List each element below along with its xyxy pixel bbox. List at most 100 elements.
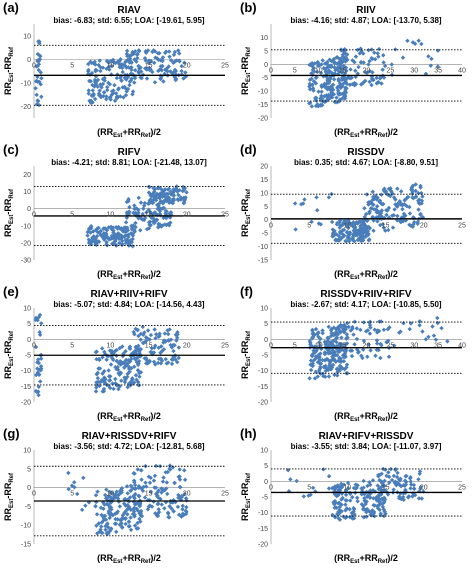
scatter-point <box>368 206 374 211</box>
scatter-point <box>104 357 109 362</box>
scatter-point <box>332 99 338 104</box>
scatter-point <box>389 62 394 67</box>
scatter-point <box>156 193 162 198</box>
scatter-point <box>370 194 376 200</box>
scatter-point <box>125 506 130 512</box>
scatter-point <box>95 229 100 235</box>
scatter-point <box>309 353 315 358</box>
scatter-point <box>39 366 44 371</box>
scatter-point <box>336 358 341 363</box>
scatter-point <box>393 479 398 484</box>
scatter-point <box>428 63 434 68</box>
scatter-point <box>175 332 180 337</box>
y-tick-label: -10 <box>258 244 268 251</box>
scatter-point <box>130 511 136 517</box>
scatter-point <box>344 229 350 235</box>
scatter-point <box>390 191 395 196</box>
scatter-point <box>352 342 357 347</box>
scatter-point <box>345 235 351 241</box>
scatter-point <box>331 56 337 62</box>
scatter-point <box>364 192 370 197</box>
scatter-point <box>376 54 381 59</box>
scatter-point <box>88 230 93 235</box>
scatter-point <box>157 208 163 214</box>
stats-text: bias: -5.07; std: 4.84; LOA: [-14.56, 4.… <box>53 300 204 309</box>
x-tick-label: 10 <box>107 62 115 69</box>
scatter-point <box>358 234 363 240</box>
scatter-point <box>92 79 98 85</box>
scatter-point <box>158 350 163 355</box>
scatter-point <box>395 186 400 191</box>
scatter-point <box>162 222 167 227</box>
scatter-point <box>354 231 359 237</box>
scatter-point <box>106 368 111 373</box>
scatter-point <box>136 333 141 339</box>
scatter-point <box>307 338 313 344</box>
scatter-point <box>163 500 169 505</box>
stats-text: bias: -6.83; std: 6.55; LOA: [-19.61, 5.… <box>53 16 204 25</box>
scatter-point <box>332 349 338 355</box>
scatter-point <box>101 94 106 99</box>
scatter-point <box>302 197 307 202</box>
scatter-point <box>358 231 363 237</box>
scatter-point <box>175 504 181 510</box>
scatter-point <box>114 358 120 364</box>
x-tick-label: 0 <box>32 62 36 69</box>
scatter-point <box>352 222 357 227</box>
scatter-point <box>292 201 298 206</box>
scatter-point <box>163 67 168 72</box>
scatter-point <box>136 358 142 364</box>
scatter-point <box>376 347 381 353</box>
scatter-point <box>114 94 120 100</box>
scatter-point <box>138 228 143 233</box>
scatter-point <box>161 475 166 480</box>
scatter-point <box>152 189 157 194</box>
scatter-point <box>179 63 184 69</box>
scatter-point <box>98 233 104 238</box>
scatter-point <box>175 330 180 335</box>
scatter-point <box>418 486 423 491</box>
scatter-point <box>169 70 174 75</box>
scatter-point <box>143 361 149 366</box>
scatter-point <box>342 322 347 328</box>
scatter-point <box>332 372 337 378</box>
scatter-point <box>165 198 171 203</box>
scatter-point <box>346 324 351 330</box>
scatter-point <box>315 331 320 336</box>
x-tick-label: 10 <box>344 484 352 491</box>
scatter-point <box>166 331 171 337</box>
scatter-point <box>307 87 313 92</box>
scatter-point <box>354 485 359 491</box>
scatter-point <box>115 493 121 498</box>
scatter-point <box>410 195 415 200</box>
scatter-point <box>86 67 91 73</box>
scatter-point <box>408 486 413 491</box>
scatter-point <box>408 475 413 480</box>
scatter-point <box>125 361 130 366</box>
y-tick-label: -20 <box>258 400 268 407</box>
y-tick-label: -10 <box>21 80 31 87</box>
scatter-point <box>172 342 177 348</box>
scatter-point <box>132 480 137 485</box>
scatter-point <box>145 48 151 53</box>
scatter-point <box>136 210 141 215</box>
scatter-point <box>184 505 189 510</box>
scatter-point <box>132 364 137 369</box>
scatter-point <box>172 353 177 359</box>
scatter-point <box>339 335 344 340</box>
scatter-point <box>373 353 378 358</box>
scatter-point <box>312 376 318 381</box>
scatter-point <box>106 225 111 230</box>
panel-label: (e) <box>3 284 19 299</box>
scatter-point <box>376 472 381 478</box>
scatter-point <box>341 482 347 487</box>
scatter-point <box>328 76 333 81</box>
scatter-point <box>151 220 157 226</box>
scatter-point <box>351 228 356 233</box>
scatter-point <box>125 384 130 390</box>
scatter-point <box>401 497 406 503</box>
scatter-point <box>160 194 165 199</box>
scatter-point <box>378 341 383 347</box>
